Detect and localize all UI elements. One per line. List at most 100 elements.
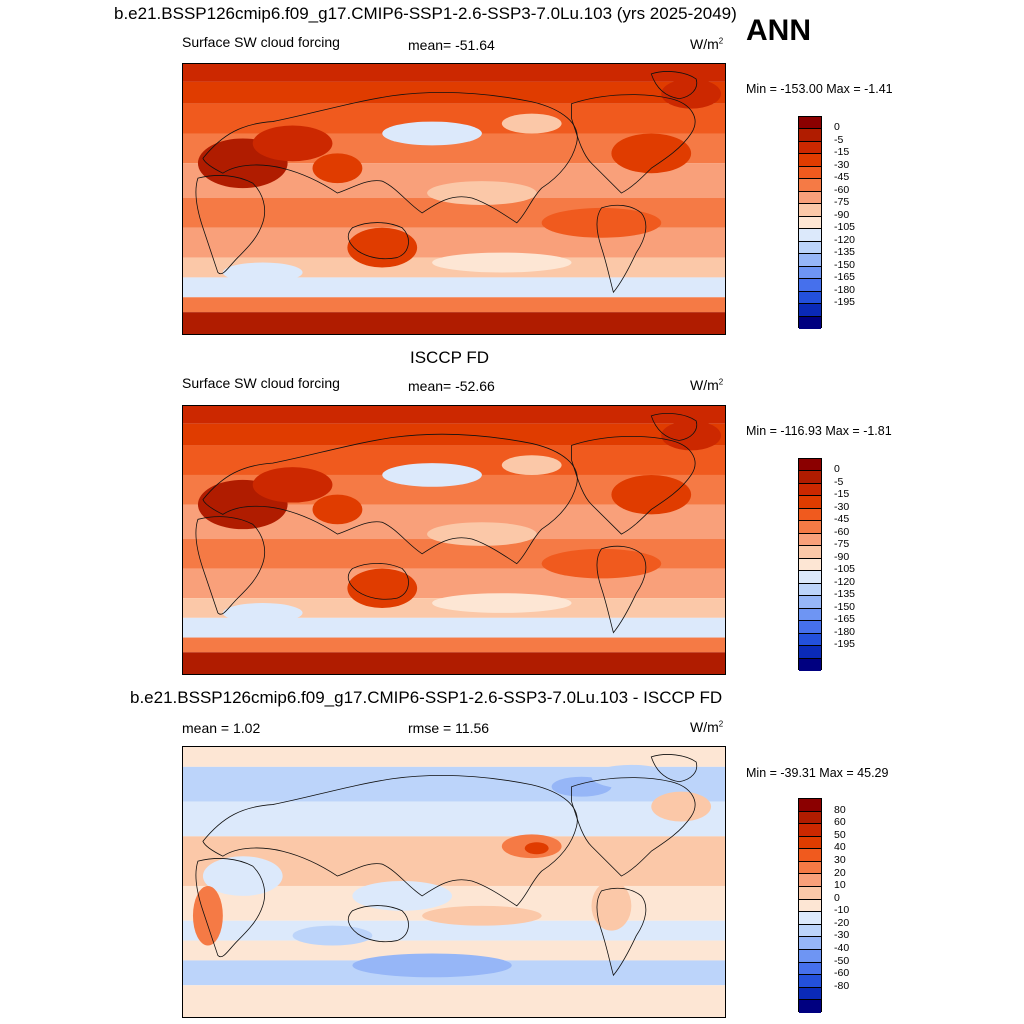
colorbar-box [799, 975, 821, 988]
panel1-minmax: Min = -153.00 Max = -1.41 [746, 82, 893, 96]
colorbar-tick-label: -30 [834, 929, 850, 942]
colorbar-box [799, 658, 821, 671]
colorbar-box [799, 861, 821, 875]
colorbar-tick-label: -195 [834, 638, 856, 651]
colorbar-box [799, 166, 821, 180]
panel1-mean-label: mean= -51.64 [408, 37, 495, 53]
colorbar-box [799, 546, 821, 559]
colorbar-tick-label: -10 [834, 904, 850, 917]
panel1-colorbar [798, 116, 822, 329]
colorbar-tick-label: -105 [834, 221, 856, 234]
colorbar-box [799, 191, 821, 205]
colorbar-tick-label: 0 [834, 121, 840, 134]
colorbar-tick-label: -60 [834, 967, 850, 980]
colorbar-tick-label: -195 [834, 296, 856, 309]
colorbar-box [799, 521, 821, 534]
colorbar-tick-label: -180 [834, 283, 856, 296]
colorbar-box [799, 646, 821, 659]
colorbar-box [799, 937, 821, 950]
colorbar-tick-label: -60 [834, 183, 850, 196]
colorbar-tick-label: -40 [834, 942, 850, 955]
colorbar-box [799, 154, 821, 167]
colorbar-box [799, 571, 821, 584]
panel3-mean-label: mean = 1.02 [182, 720, 261, 736]
colorbar-box [799, 962, 821, 976]
panel2-title: ISCCP FD [410, 348, 490, 367]
colorbar-box [799, 316, 821, 329]
colorbar-tick-label: -60 [834, 525, 850, 538]
colorbar-box [799, 179, 821, 192]
colorbar-box [799, 811, 821, 825]
colorbar-box [799, 849, 821, 862]
colorbar-tick-label: -15 [834, 146, 850, 159]
colorbar-box [799, 254, 821, 267]
colorbar-box [799, 621, 821, 634]
colorbar-box [799, 141, 821, 155]
season-label: ANN [746, 14, 811, 47]
colorbar-tick-label: -135 [834, 246, 856, 259]
colorbar-tick-label: 0 [834, 891, 840, 904]
panel3-units: W/m2 [690, 719, 724, 735]
colorbar-tick-label: -105 [834, 563, 856, 576]
colorbar-tick-label: 20 [834, 866, 846, 879]
colorbar-box [799, 216, 821, 230]
panel3-rmse-label: rmse = 11.56 [408, 720, 490, 736]
panel2-variable-label: Surface SW cloud forcing [182, 375, 340, 391]
panel3-colorbar [798, 798, 822, 1013]
colorbar-box [799, 887, 821, 900]
colorbar-tick-label: -135 [834, 588, 856, 601]
panel2-mean-label: mean= -52.66 [408, 378, 495, 394]
panel3-map [182, 746, 726, 1018]
colorbar-box [799, 304, 821, 317]
colorbar-tick-label: -45 [834, 171, 850, 184]
colorbar-tick-label: -45 [834, 513, 850, 526]
colorbar-tick-label: -15 [834, 488, 850, 501]
colorbar-tick-label: -20 [834, 916, 850, 929]
panel2-colorbar [798, 458, 822, 671]
colorbar-box [799, 836, 821, 850]
colorbar-tick-label: 40 [834, 841, 846, 854]
colorbar-box [799, 1000, 821, 1013]
panel2-minmax: Min = -116.93 Max = -1.81 [746, 424, 892, 438]
colorbar-tick-label: -75 [834, 196, 850, 209]
colorbar-tick-label: -5 [834, 133, 844, 146]
panel1-variable-label: Surface SW cloud forcing [182, 34, 340, 50]
colorbar-tick-label: -5 [834, 475, 844, 488]
colorbar-box [799, 824, 821, 837]
panel3-title: b.e21.BSSP126cmip6.f09_g17.CMIP6-SSP1-2.… [130, 688, 723, 707]
panel1-units: W/m2 [690, 36, 724, 52]
colorbar-tick-label: -90 [834, 208, 850, 221]
colorbar-box [799, 596, 821, 609]
colorbar-box [799, 266, 821, 280]
colorbar-tick-label: -120 [834, 233, 856, 246]
colorbar-box [799, 924, 821, 938]
colorbar-tick-label: 50 [834, 828, 846, 841]
colorbar-tick-label: 30 [834, 853, 846, 866]
colorbar-tick-label: -150 [834, 258, 856, 271]
colorbar-box [799, 899, 821, 913]
colorbar-tick-label: -165 [834, 613, 856, 626]
colorbar-box [799, 987, 821, 1001]
colorbar-box [799, 949, 821, 963]
colorbar-box [799, 129, 821, 142]
panel2-units: W/m2 [690, 377, 724, 393]
colorbar-tick-label: -30 [834, 158, 850, 171]
colorbar-box [799, 912, 821, 925]
colorbar-box [799, 533, 821, 547]
colorbar-tick-label: -90 [834, 550, 850, 563]
colorbar-box [799, 583, 821, 597]
colorbar-tick-label: 80 [834, 803, 846, 816]
colorbar-box [799, 874, 821, 888]
colorbar-box [799, 483, 821, 497]
colorbar-box [799, 633, 821, 647]
colorbar-box [799, 558, 821, 572]
colorbar-box [799, 799, 821, 812]
colorbar-box [799, 608, 821, 622]
colorbar-tick-label: 60 [834, 816, 846, 829]
colorbar-tick-label: -50 [834, 954, 850, 967]
colorbar-box [799, 204, 821, 217]
colorbar-box [799, 471, 821, 484]
colorbar-tick-label: -165 [834, 271, 856, 284]
panel2-map [182, 405, 726, 675]
colorbar-tick-label: -120 [834, 575, 856, 588]
